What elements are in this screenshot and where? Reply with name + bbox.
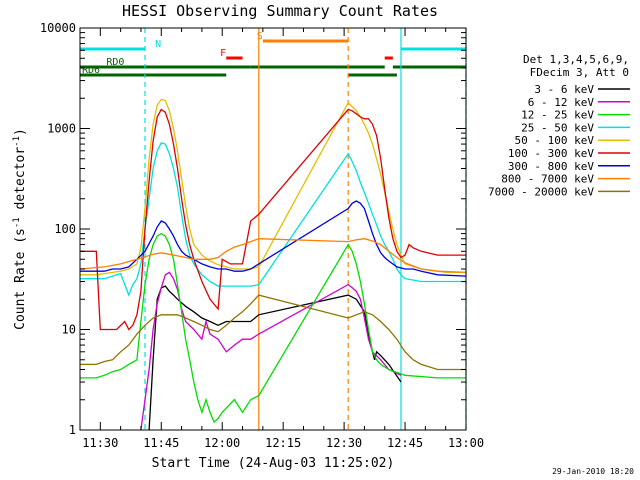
series-25-50-kev <box>80 142 466 297</box>
legend-label-25-50-kev: 25 - 50 keV <box>521 121 594 134</box>
flag-label-n: N <box>155 39 161 50</box>
y-axis-label-mid: detector <box>13 147 28 218</box>
x-tick-label: 12:30 <box>326 436 362 450</box>
legend-label-100-300-kev: 100 - 300 keV <box>508 147 594 160</box>
y-axis-label-sup: -1 <box>12 217 22 228</box>
chart-title: HESSI Observing Summary Count Rates <box>122 2 438 20</box>
legend-label-50-100-kev: 50 - 100 keV <box>515 134 595 147</box>
series-lines <box>79 98 467 431</box>
x-tick-label: 12:00 <box>204 436 240 450</box>
x-axis-ticks: 11:30 11:45 12:00 12:15 12:30 12:45 13:00 <box>79 28 484 450</box>
x-tick-label: 12:45 <box>387 436 423 450</box>
series-800-7000-kev <box>79 238 467 274</box>
x-tick-label: 13:00 <box>448 436 484 450</box>
series-7000-20000-kev <box>80 294 466 371</box>
y-tick-label: 1 <box>69 423 76 437</box>
x-tick-label: 12:15 <box>265 436 301 450</box>
y-axis-label-sup2: -1 <box>12 136 22 147</box>
y-tick-label: 10 <box>62 323 76 337</box>
legend-label-7000-20000-kev: 7000 - 20000 keV <box>488 185 594 198</box>
legend: Det 1,3,4,5,6,9, FDecim 3, Att 0 3 - 6 k… <box>488 53 630 198</box>
y-tick-label: 100 <box>54 222 76 236</box>
series-300-800-kev <box>80 200 467 277</box>
legend-label-800-7000-kev: 800 - 7000 keV <box>501 173 594 186</box>
legend-label-12-25-kev: 12 - 25 keV <box>521 109 594 122</box>
series-6-12-kev <box>140 271 402 431</box>
x-axis-label: Start Time (24-Aug-03 11:25:02) <box>152 456 395 471</box>
flag-bars: N F S RD0 RD6 <box>80 31 466 77</box>
x-tick-label: 11:45 <box>143 436 179 450</box>
plot-frame <box>79 27 467 431</box>
flag-label-rd0: RD0 <box>106 57 124 68</box>
y-tick-label: 10000 <box>40 21 76 35</box>
y-axis-label: Count Rate (s-1 detector-1) <box>12 128 28 330</box>
y-axis-label-main: Count Rate (s <box>13 228 28 330</box>
y-tick-label: 1000 <box>47 122 76 136</box>
legend-label-6-12-kev: 6 - 12 keV <box>528 96 595 109</box>
y-axis-ticks: 1 10 100 1000 10000 <box>40 21 466 437</box>
vertical-markers <box>144 28 467 430</box>
x-tick-label: 11:30 <box>82 436 118 450</box>
legend-label-300-800-kev: 300 - 800 keV <box>508 160 594 173</box>
legend-header-1: Det 1,3,4,5,6,9, <box>523 53 629 66</box>
series-12-25-kev <box>80 232 466 424</box>
flag-label-rd6: RD6 <box>82 65 100 76</box>
y-axis-label-end: ) <box>13 128 28 136</box>
footer-timestamp: 29-Jan-2010 18:20 <box>552 467 634 476</box>
legend-label-3-6-kev: 3 - 6 keV <box>534 83 594 96</box>
series-3-6-kev <box>148 285 402 431</box>
legend-header-2: FDecim 3, Att 0 <box>530 66 629 79</box>
flag-label-s: S <box>257 31 263 42</box>
series-100-300-kev <box>80 108 466 331</box>
flag-label-f: F <box>220 48 226 59</box>
